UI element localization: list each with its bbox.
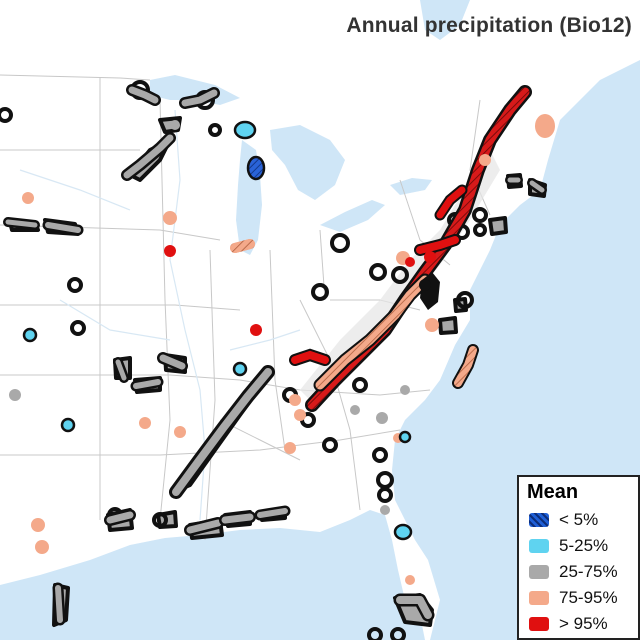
dark-blue-patch (246, 155, 266, 181)
legend-item-lt5: < 5% (529, 509, 640, 533)
legend-label: < 5% (559, 510, 599, 529)
light-blue-patches (22, 120, 413, 541)
map-title: Annual precipitation (Bio12) (346, 14, 632, 37)
red-swatch-icon (529, 617, 549, 631)
salmon-dots (22, 114, 555, 585)
legend-item-25-75: 25-75% (529, 561, 640, 585)
red-dots (164, 245, 436, 336)
legend-title: Mean (527, 481, 579, 503)
legend-label: 25-75% (559, 562, 618, 581)
light-blue-swatch-icon (529, 539, 549, 553)
black-blobs (419, 272, 440, 310)
legend-item-75-95: 75-95% (529, 587, 640, 611)
salmon-swatch-icon (529, 591, 549, 605)
legend-item-gt95: > 95% (529, 613, 640, 637)
gray-swatch-icon (529, 565, 549, 579)
state-borders (0, 74, 491, 541)
appalachian-relief (300, 150, 500, 405)
legend-label: > 95% (559, 614, 608, 633)
gray-circles (9, 120, 410, 515)
legend-label: 5-25% (559, 536, 609, 555)
legend-label: 75-95% (559, 588, 618, 607)
gray-outlined-chains (3, 84, 547, 626)
legend: Mean < 5% 5-25% 25-75% 75-95% > 95% (517, 475, 640, 640)
legend-item-5-25: 5-25% (529, 535, 640, 559)
salmon-patches (230, 239, 479, 392)
hatched-dark-blue-swatch-icon (529, 513, 549, 527)
